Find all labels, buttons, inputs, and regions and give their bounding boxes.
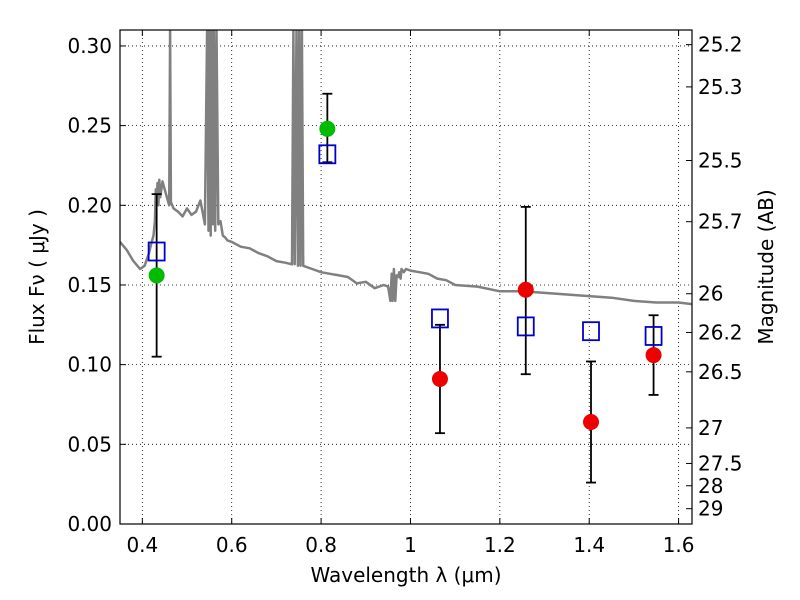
x-tick-label: 1.6 — [663, 533, 695, 557]
plot-frame — [119, 29, 693, 525]
model-spectrum-line — [120, 30, 692, 306]
model-square-marker — [644, 326, 663, 346]
green-data-point — [148, 267, 165, 284]
y-axis-label: Flux Fν ( μJy ) — [25, 209, 49, 345]
x-tick-label: 0.6 — [216, 533, 248, 557]
red-data-point — [645, 347, 662, 364]
plot-area — [120, 30, 692, 484]
x-tick-label: 1 — [404, 533, 417, 557]
y2-tick-label: 29 — [698, 497, 723, 521]
y2-tick-label: 26 — [698, 282, 723, 306]
y-tick-label: 0.00 — [67, 512, 112, 536]
y2-tick-label: 25.5 — [698, 149, 743, 173]
y-tick-label: 0.15 — [67, 273, 112, 297]
y2-tick-label: 26.2 — [698, 320, 743, 344]
y-tick-label: 0.25 — [67, 114, 112, 138]
y2-tick-label: 25.7 — [698, 210, 743, 234]
model-square-marker — [147, 241, 166, 262]
y2-tick-label: 28 — [698, 474, 723, 498]
green-data-point — [319, 120, 336, 137]
x-tick-label: 0.4 — [126, 533, 158, 557]
y-tick-label: 0.20 — [67, 193, 112, 217]
right-axis-label: Magnitude (AB) — [754, 189, 778, 344]
y-tick-label: 0.30 — [67, 34, 112, 58]
model-square-marker — [516, 316, 535, 337]
x-axis-label: Wavelength λ (μm) — [310, 563, 501, 587]
y-tick-label: 0.10 — [67, 353, 112, 377]
y2-tick-label: 26.5 — [698, 360, 743, 384]
model-square-marker — [582, 321, 600, 342]
y2-tick-label: 27 — [698, 416, 723, 440]
y2-tick-label: 27.5 — [698, 451, 743, 475]
model-square-marker — [431, 308, 449, 329]
y-tick-label: 0.05 — [67, 432, 112, 456]
y2-tick-label: 25.3 — [698, 75, 743, 99]
x-tick-label: 1.4 — [573, 533, 605, 557]
model-square-marker — [318, 144, 337, 165]
y2-tick-label: 25.2 — [698, 33, 743, 57]
x-tick-label: 0.8 — [305, 533, 337, 557]
red-data-point — [583, 414, 600, 431]
red-data-point — [517, 281, 534, 298]
red-data-point — [431, 370, 448, 387]
x-tick-label: 1.2 — [484, 533, 516, 557]
axis-ticks: 0.4 0.6 0.8 1 1.2 1.4 1.6 0.00 0.05 0.10 0.15 0.20 0… — [67, 30, 743, 557]
